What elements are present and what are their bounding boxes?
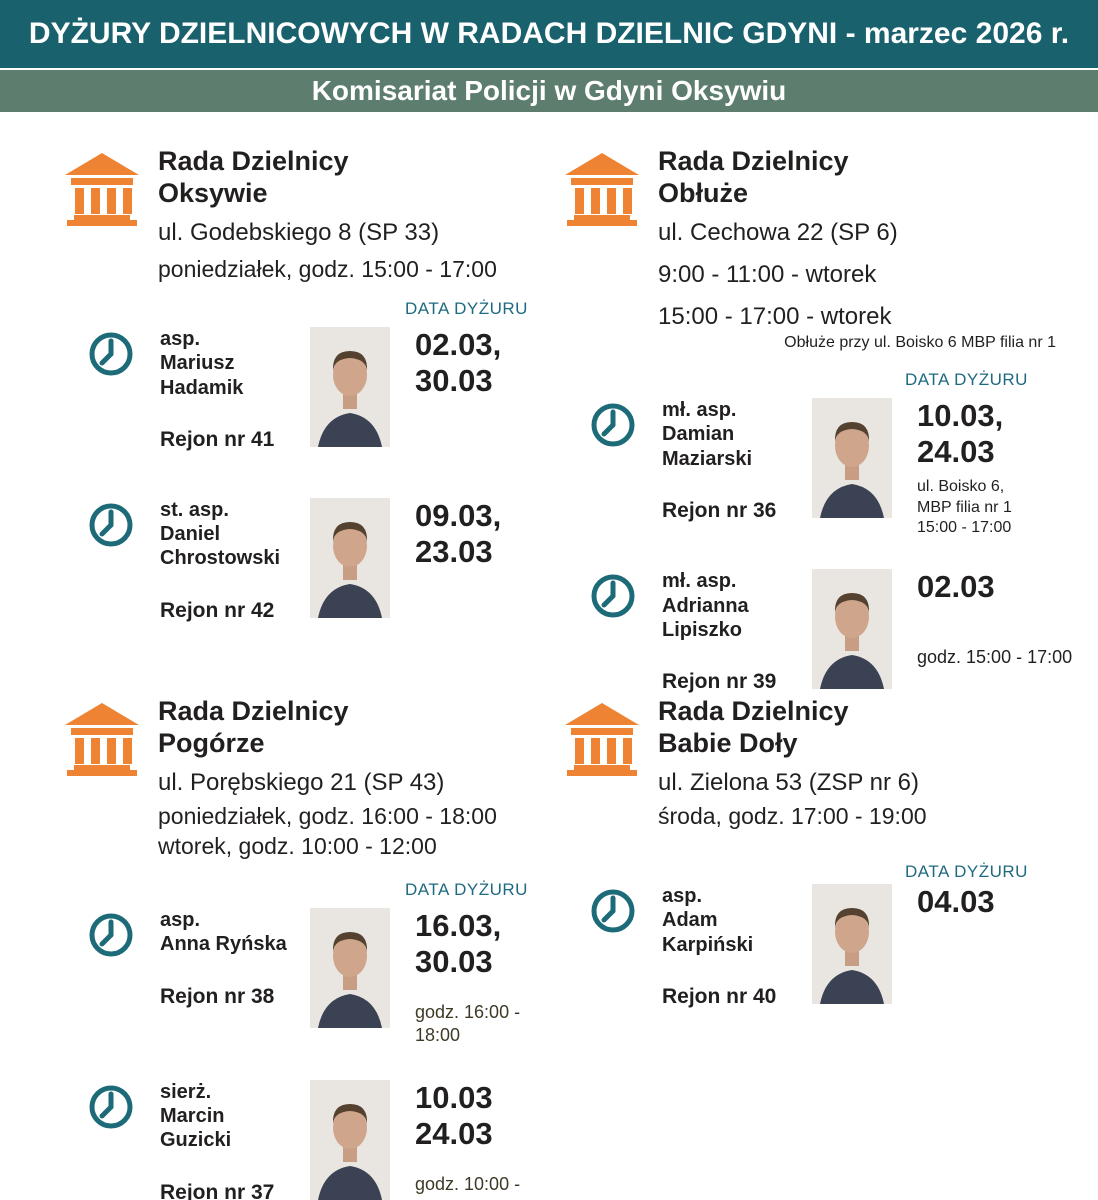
clock-icon [590,402,636,448]
officer-row: mł. asp. Adrianna Lipiszko Rejon nr 39 0… [550,569,1098,695]
officer-rank: asp. [662,884,703,907]
officer-name: Damian [662,423,735,446]
duty-dates: 10.03, 24.03 ul. Boisko 6, MBP filia nr … [917,398,1012,540]
clock-icon [88,912,134,958]
duty-dates: 09.03, 23.03 [415,497,502,570]
data-dyzuru-label: DATA DYŻURU [405,879,528,899]
officer-rank: mł. asp. [662,398,737,421]
officer-row: sierż. Marcin Guzicki Rejon nr 37 10.03 … [40,1079,545,1200]
council-header: Rada Dzielnicy Oksywie ul. Godebskiego 8… [40,146,545,283]
officer-rejon: Rejon nr 37 [160,1180,275,1200]
council-name: Rada Dzielnicy Babie Doły [658,696,849,758]
officer-name: Anna Ryńska [160,933,287,956]
main-title: DYŻURY DZIELNICOWYCH W RADACH DZIELNIC G… [28,17,1070,50]
officer-rank: asp. [160,327,201,350]
council-section-obluze: Rada Dzielnicy Obłuże ul. Cechowa 22 (SP… [550,146,1098,695]
council-schedule: środa, godz. 17:00 - 19:00 [658,802,927,829]
officer-photo [812,883,892,1004]
officer-photo [812,397,892,518]
council-name: Rada Dzielnicy Obłuże [658,146,849,208]
officer-name: Karpiński [662,933,754,956]
duty-note: godz. 15:00 - 17:00 [917,646,1073,667]
officer-row: asp. Adam Karpiński Rejon nr 40 04.03 [550,883,1098,1010]
council-schedule: poniedziałek, godz. 15:00 - 17:00 [158,255,497,282]
officer-rejon: Rejon nr 41 [160,427,275,451]
council-address: ul. Cechowa 22 (SP 6) [658,218,898,246]
council-header: Rada Dzielnicy Pogórze ul. Porębskiego 2… [40,696,545,860]
officer-name: Daniel [160,522,221,545]
officer-name: Maziarski [662,447,753,470]
officer-row: st. asp. Daniel Chrostowski Rejon nr 42 … [40,497,545,624]
officer-rejon: Rejon nr 36 [662,498,777,522]
officer-photo [310,326,390,447]
duty-dates: 02.03 godz. 15:00 - 17:00 [917,569,1072,669]
officer-photo [310,907,390,1028]
council-schedule: 9:00 - 11:00 - wtorek 15:00 - 17:00 - wt… [658,260,892,330]
duty-note: godz. 10:00 - 12:00 [415,1173,521,1200]
council-address: ul. Zielona 53 (ZSP nr 6) [658,768,920,796]
council-building-icon [565,153,639,226]
council-header: Rada Dzielnicy Babie Doły ul. Zielona 53… [550,696,1098,830]
officer-name: Lipiszko [662,619,743,642]
officer-name: Marcin [160,1105,225,1128]
officer-rejon: Rejon nr 38 [160,984,275,1008]
council-building-icon [565,703,639,776]
data-dyzuru-label: DATA DYŻURU [405,298,528,318]
council-section-babie-doly: Rada Dzielnicy Babie Doły ul. Zielona 53… [550,696,1098,1010]
officer-name: Guzicki [160,1129,232,1152]
station-subtitle-bar: Komisariat Policji w Gdyni Oksywiu [0,70,1098,112]
officer-photo [812,569,892,690]
council-address: ul. Porębskiego 21 (SP 43) [158,768,445,796]
duty-dates: 04.03 [917,883,995,919]
duty-dates: 02.03, 30.03 [415,326,502,399]
duty-note: godz. 16:00 - 18:00 [415,1001,521,1046]
council-address: ul. Godebskiego 8 (SP 33) [158,218,440,246]
officer-rank: sierż. [160,1080,212,1103]
location-note: Obłuże przy ul. Boisko 6 MBP filia nr 1 [784,333,1056,351]
council-header: Rada Dzielnicy Obłuże ul. Cechowa 22 (SP… [550,146,1098,331]
officer-name: Adrianna [662,594,749,617]
council-name: Rada Dzielnicy Oksywie [158,146,349,208]
officer-photo [310,1079,390,1200]
council-building-icon [65,703,139,776]
duty-dates: 16.03, 30.03 godz. 16:00 - 18:00 [415,908,545,1048]
duty-note: ul. Boisko 6, MBP filia nr 1 15:00 - 17:… [917,477,1012,537]
clock-icon [88,502,134,548]
clock-icon [590,573,636,619]
officer-rejon: Rejon nr 39 [662,670,777,694]
council-schedule: poniedziałek, godz. 16:00 - 18:00 wtorek… [158,802,497,859]
duty-dates: 10.03 24.03 godz. 10:00 - 12:00 [415,1080,545,1200]
officer-rejon: Rejon nr 42 [160,598,275,622]
officer-rank: st. asp. [160,498,229,521]
officer-rejon: Rejon nr 40 [662,984,777,1008]
main-title-bar: DYŻURY DZIELNICOWYCH W RADACH DZIELNIC G… [0,0,1098,68]
officer-rank: asp. [160,908,201,931]
clock-icon [88,1084,134,1130]
officer-name: Adam [662,909,718,932]
council-name: Rada Dzielnicy Pogórze [158,696,349,758]
officer-name: Chrostowski [160,547,281,570]
officer-name: Mariusz [160,352,235,375]
officer-name: Hadamik [160,376,244,399]
data-dyzuru-label: DATA DYŻURU [905,861,1028,881]
officer-rank: mł. asp. [662,570,737,593]
station-subtitle: Komisariat Policji w Gdyni Oksywiu [311,75,787,106]
officer-photo [310,497,390,618]
data-dyzuru-label: DATA DYŻURU [905,369,1028,389]
council-section-pogorze: Rada Dzielnicy Pogórze ul. Porębskiego 2… [40,696,545,1200]
clock-icon [590,888,636,934]
officer-row: asp. Anna Ryńska Rejon nr 38 16.03, 30.0… [40,907,545,1048]
officer-row: mł. asp. Damian Maziarski Rejon nr 36 10… [550,397,1098,540]
council-section-oksywie: Rada Dzielnicy Oksywie ul. Godebskiego 8… [40,146,545,623]
council-building-icon [65,153,139,226]
officer-row: asp. Mariusz Hadamik Rejon nr 41 02.03, … [40,326,545,453]
clock-icon [88,331,134,377]
